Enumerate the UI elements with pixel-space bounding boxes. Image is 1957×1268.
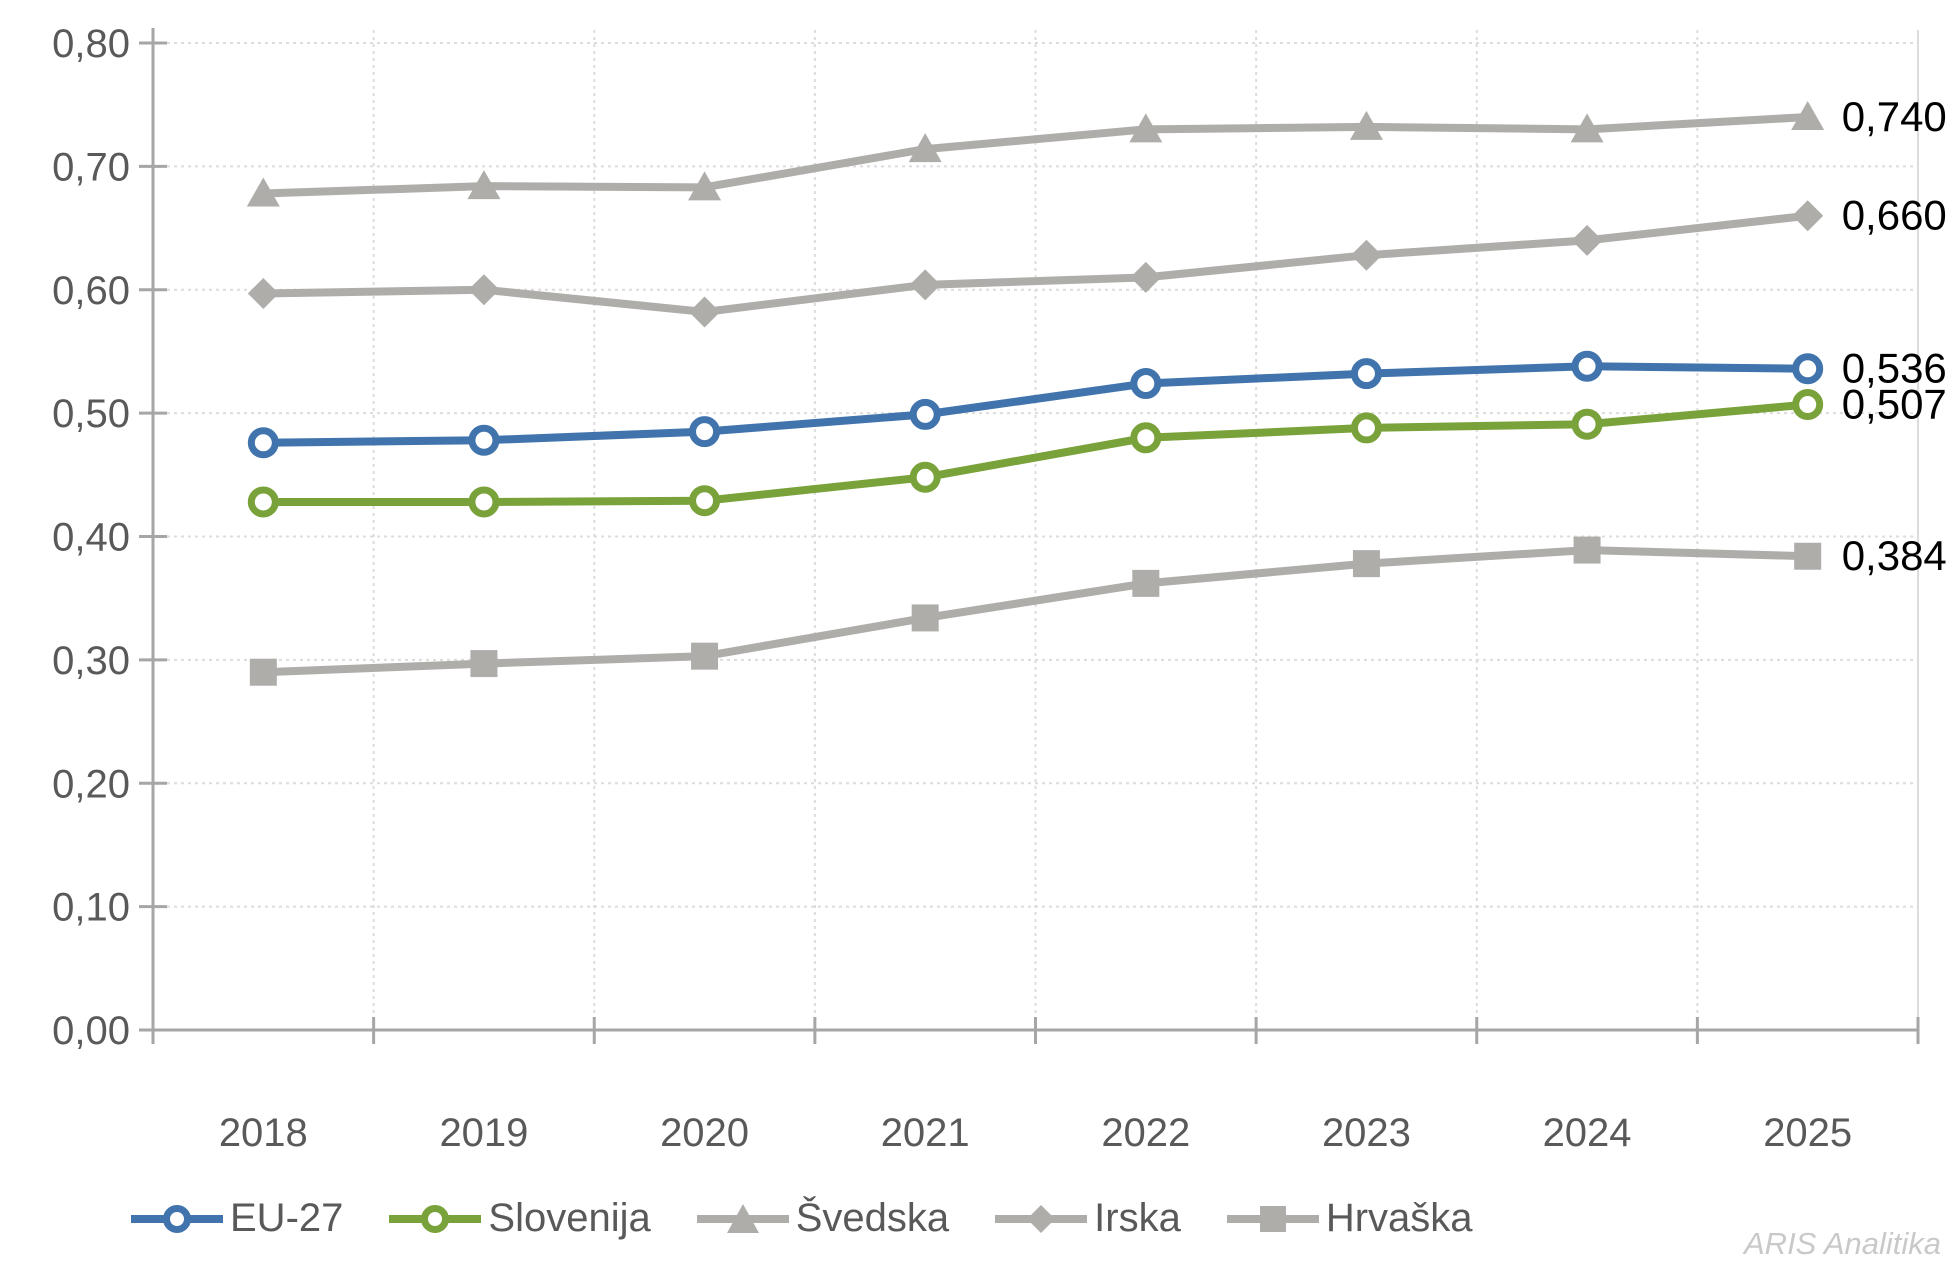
svg-text:2024: 2024 <box>1543 1111 1632 1155</box>
legend-item-slovenija: Slovenija <box>389 1196 651 1241</box>
svg-text:2020: 2020 <box>660 1111 749 1155</box>
svg-text:0,10: 0,10 <box>52 886 130 930</box>
legend-item-irska: Irska <box>995 1196 1181 1241</box>
legend-item-eu-27: EU-27 <box>131 1196 343 1241</box>
y-axis-labels: 0,00 0,10 0,20 0,30 0,40 0,50 0,60 0,70 0,80 <box>52 22 130 1053</box>
svg-text:0,70: 0,70 <box>52 145 130 189</box>
series-slovenija <box>247 388 1824 518</box>
svg-text:0,536: 0,536 <box>1842 345 1947 392</box>
svg-text:0,740: 0,740 <box>1842 93 1947 140</box>
legend-label-slovenija: Slovenija <box>488 1196 651 1240</box>
svg-text:0,30: 0,30 <box>52 639 130 683</box>
axes <box>139 28 1920 1044</box>
series-hrva-ka <box>249 536 1822 686</box>
slovenija-marker-icon <box>389 1204 482 1233</box>
series-irska <box>247 200 1824 328</box>
legend-label-svedska: Švedska <box>795 1196 950 1240</box>
svg-text:0,20: 0,20 <box>52 762 130 806</box>
svg-text:2019: 2019 <box>439 1111 528 1155</box>
irska-marker-icon <box>995 1204 1088 1233</box>
chart-legend: EU-27 Slovenija Švedska Irska <box>131 1196 1473 1241</box>
svg-text:0,384: 0,384 <box>1842 532 1947 579</box>
legend-label-eu-27: EU-27 <box>230 1196 344 1240</box>
legend-label-hrvaska: Hrvaška <box>1325 1196 1473 1240</box>
svg-text:0,00: 0,00 <box>52 1009 130 1053</box>
series--vedska <box>246 101 1825 207</box>
gridlines <box>153 30 1919 1030</box>
svedska-marker-icon <box>696 1203 789 1233</box>
svg-text:0,80: 0,80 <box>52 22 130 66</box>
legend-item-svedska: Švedska <box>696 1196 950 1241</box>
svg-text:0,50: 0,50 <box>52 392 130 436</box>
legend-item-hrvaska: Hrvaška <box>1226 1196 1473 1241</box>
x-axis-labels: 2018 2019 2020 2021 2022 2023 2024 2025 <box>219 1111 1852 1155</box>
svg-text:2022: 2022 <box>1101 1111 1190 1155</box>
svg-text:2021: 2021 <box>881 1111 970 1155</box>
legend-label-irska: Irska <box>1094 1196 1181 1240</box>
eu-27-marker-icon <box>131 1204 223 1233</box>
svg-text:0,660: 0,660 <box>1842 192 1947 239</box>
watermark: ARIS Analitika <box>1744 1226 1941 1261</box>
svg-text:0,507: 0,507 <box>1842 380 1947 427</box>
svg-text:2018: 2018 <box>219 1111 308 1155</box>
svg-text:0,40: 0,40 <box>52 516 130 560</box>
series-eu-27 <box>247 350 1824 459</box>
hrvaska-marker-icon <box>1226 1205 1319 1232</box>
svg-text:0,60: 0,60 <box>52 269 130 313</box>
svg-text:2023: 2023 <box>1322 1111 1411 1155</box>
svg-text:2025: 2025 <box>1763 1111 1852 1155</box>
